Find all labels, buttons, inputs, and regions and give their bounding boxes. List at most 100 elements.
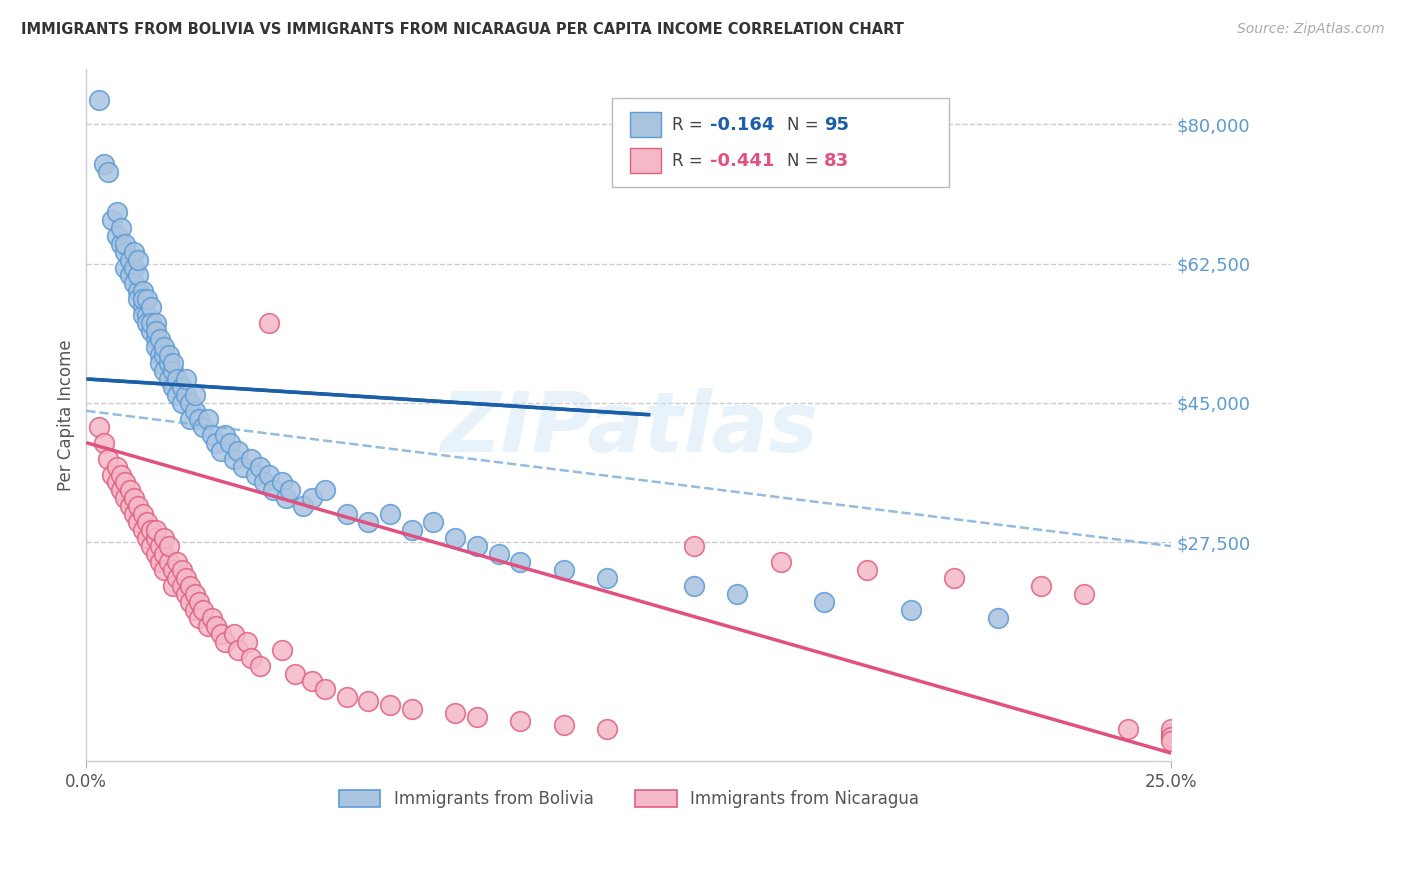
Point: [132, 285, 155, 299]
Point: [166, 555, 188, 569]
Point: [205, 619, 228, 633]
Point: [900, 603, 922, 617]
Text: -0.441: -0.441: [710, 152, 775, 169]
Point: [114, 491, 136, 506]
Point: [132, 308, 155, 322]
Point: [136, 515, 159, 529]
Point: [114, 260, 136, 275]
Point: [174, 372, 197, 386]
Point: [683, 539, 706, 553]
Point: [162, 579, 184, 593]
Point: [683, 579, 706, 593]
Point: [214, 427, 236, 442]
Point: [110, 236, 132, 251]
Point: [301, 491, 323, 506]
Point: [127, 252, 149, 267]
Point: [149, 348, 172, 362]
Point: [262, 483, 284, 498]
Text: 95: 95: [824, 116, 849, 134]
Point: [270, 642, 292, 657]
Text: IMMIGRANTS FROM BOLIVIA VS IMMIGRANTS FROM NICARAGUA PER CAPITA INCOME CORRELATI: IMMIGRANTS FROM BOLIVIA VS IMMIGRANTS FR…: [21, 22, 904, 37]
Point: [1160, 723, 1182, 737]
Point: [157, 372, 180, 386]
Point: [214, 634, 236, 648]
Point: [136, 308, 159, 322]
Point: [257, 467, 280, 482]
Point: [153, 364, 176, 378]
Point: [336, 508, 359, 522]
Point: [509, 555, 531, 569]
Point: [240, 451, 263, 466]
Point: [218, 435, 240, 450]
Point: [101, 467, 124, 482]
Point: [509, 714, 531, 729]
Point: [278, 483, 301, 498]
Point: [145, 316, 167, 330]
Point: [105, 228, 128, 243]
Point: [769, 555, 792, 569]
Point: [157, 348, 180, 362]
Point: [122, 277, 145, 291]
Point: [193, 603, 215, 617]
Point: [136, 316, 159, 330]
Point: [141, 301, 163, 315]
Point: [127, 293, 149, 307]
Point: [114, 236, 136, 251]
Point: [162, 364, 184, 378]
Text: Source: ZipAtlas.com: Source: ZipAtlas.com: [1237, 22, 1385, 37]
Point: [378, 698, 401, 713]
Point: [97, 451, 120, 466]
Point: [97, 165, 120, 179]
Point: [231, 459, 253, 474]
Point: [105, 459, 128, 474]
Point: [170, 396, 193, 410]
Text: 83: 83: [824, 152, 849, 169]
Point: [127, 500, 149, 514]
Text: ZIPatlas: ZIPatlas: [440, 388, 818, 469]
Point: [725, 587, 748, 601]
Point: [197, 619, 219, 633]
Point: [145, 531, 167, 545]
Point: [284, 666, 307, 681]
Point: [465, 539, 488, 553]
Point: [132, 301, 155, 315]
Point: [179, 579, 201, 593]
Point: [136, 531, 159, 545]
Text: N =: N =: [787, 152, 824, 169]
Point: [157, 356, 180, 370]
Point: [240, 650, 263, 665]
Point: [105, 475, 128, 490]
Point: [153, 547, 176, 561]
Point: [226, 642, 249, 657]
Point: [157, 555, 180, 569]
Point: [127, 285, 149, 299]
Point: [127, 268, 149, 283]
Point: [153, 563, 176, 577]
Point: [209, 626, 232, 640]
Point: [336, 690, 359, 705]
Point: [987, 611, 1010, 625]
Point: [188, 595, 211, 609]
Point: [136, 293, 159, 307]
Point: [149, 555, 172, 569]
Point: [184, 404, 207, 418]
Point: [1160, 730, 1182, 744]
Point: [1160, 730, 1182, 744]
Point: [270, 475, 292, 490]
Point: [314, 682, 336, 697]
Point: [166, 571, 188, 585]
Point: [197, 411, 219, 425]
Point: [1160, 726, 1182, 740]
Point: [184, 603, 207, 617]
Point: [596, 723, 619, 737]
Point: [132, 523, 155, 537]
Point: [488, 547, 510, 561]
Point: [357, 694, 380, 708]
Point: [301, 674, 323, 689]
Point: [422, 515, 444, 529]
Point: [145, 547, 167, 561]
Point: [813, 595, 835, 609]
Point: [141, 316, 163, 330]
Point: [188, 611, 211, 625]
Point: [118, 500, 141, 514]
